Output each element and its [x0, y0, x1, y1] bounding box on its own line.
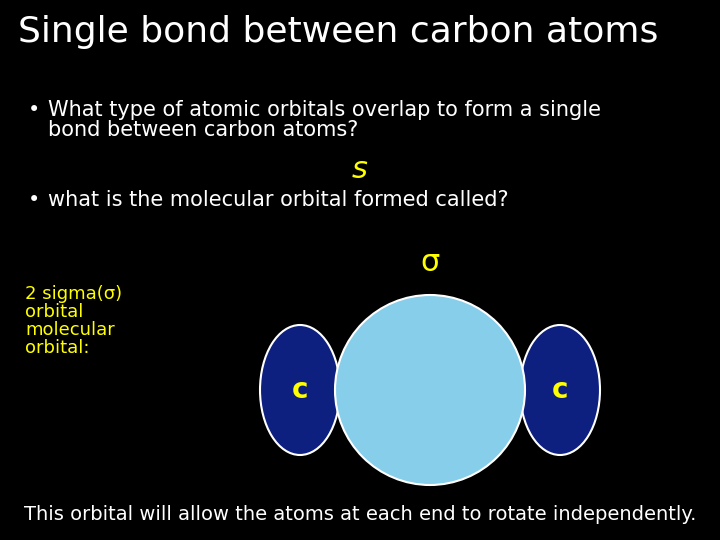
- Text: This orbital will allow the atoms at each end to rotate independently.: This orbital will allow the atoms at eac…: [24, 505, 696, 524]
- Circle shape: [335, 295, 525, 485]
- Text: 2 sigma(σ): 2 sigma(σ): [25, 285, 122, 303]
- Text: orbital: orbital: [25, 303, 84, 321]
- Text: c: c: [552, 376, 568, 404]
- Text: What type of atomic orbitals overlap to form a single: What type of atomic orbitals overlap to …: [48, 100, 601, 120]
- Ellipse shape: [260, 325, 340, 455]
- Text: c: c: [292, 376, 308, 404]
- Text: bond between carbon atoms?: bond between carbon atoms?: [48, 120, 359, 140]
- Text: orbital:: orbital:: [25, 339, 89, 357]
- Text: σ: σ: [420, 248, 440, 277]
- Text: •: •: [28, 190, 40, 210]
- Text: •: •: [28, 100, 40, 120]
- Ellipse shape: [520, 325, 600, 455]
- Text: s: s: [352, 155, 368, 184]
- Text: molecular: molecular: [25, 321, 114, 339]
- Text: Single bond between carbon atoms: Single bond between carbon atoms: [18, 15, 658, 49]
- Text: what is the molecular orbital formed called?: what is the molecular orbital formed cal…: [48, 190, 508, 210]
